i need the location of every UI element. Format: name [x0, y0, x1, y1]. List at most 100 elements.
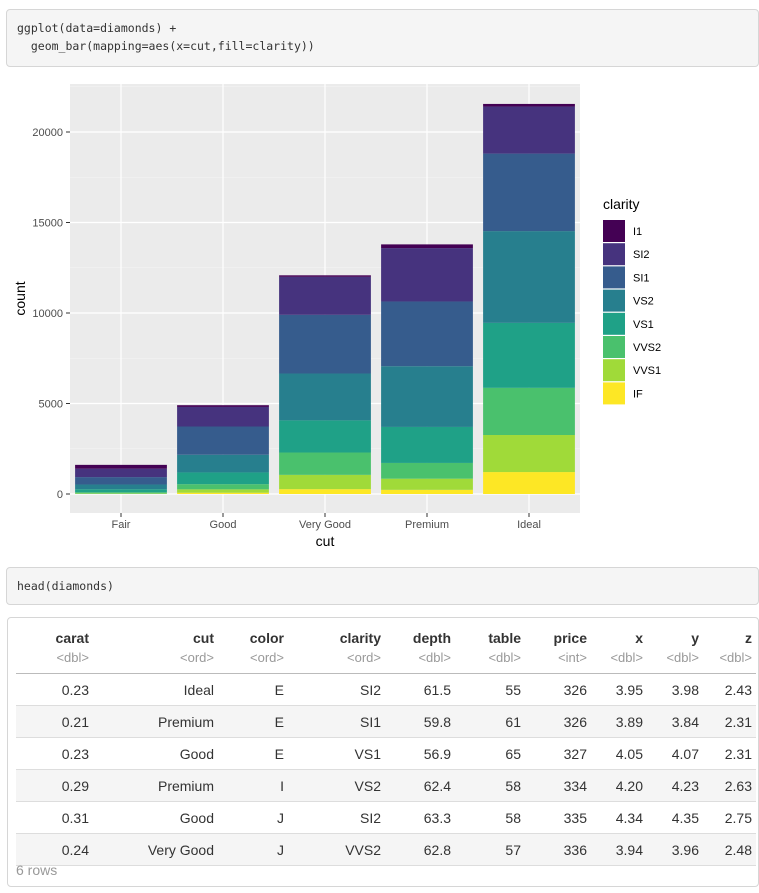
table-cell-price: 327: [521, 737, 587, 770]
table-cell-cut: Good: [89, 737, 214, 770]
column-header-color[interactable]: color: [249, 630, 284, 646]
code-line: geom_bar(mapping=aes(x=cut,fill=clarity)…: [17, 39, 315, 53]
bar-segment-i1: [75, 464, 167, 469]
data-frame-output: carat cut color clarity depth table price x y z <…: [7, 617, 759, 887]
column-type-x: <dbl>: [587, 646, 643, 674]
table-cell-color: J: [214, 801, 284, 834]
bar-chart-output: 0 5000 10000 15000 20000 Fair Good Very Good Pre…: [0, 75, 759, 555]
column-header-x[interactable]: x: [635, 630, 643, 646]
table-cell-price: 326: [521, 705, 587, 738]
table-cell-depth: 59.8: [381, 705, 451, 738]
table-cell-z: 2.48: [699, 833, 756, 866]
table-cell-table: 58: [451, 801, 521, 834]
bar-segment-si1: [75, 477, 167, 485]
table-cell-depth: 62.4: [381, 769, 451, 802]
bar-segment-si1: [381, 301, 473, 367]
bar-segment-si2: [381, 248, 473, 302]
column-header-carat[interactable]: carat: [55, 630, 89, 646]
code-line: ggplot(data=diamonds) +: [17, 21, 177, 35]
x-axis-title: cut: [316, 533, 335, 549]
table-row: 0.24 Very Good J VVS2 62.8 57 336 3.94 3.96 2.48: [16, 833, 756, 866]
table-cell-price: 335: [521, 801, 587, 834]
x-tick-label: Premium: [405, 519, 449, 531]
bar-segment-si2: [483, 106, 575, 154]
bar-segment-vvs2: [381, 462, 473, 479]
table-cell-color: I: [214, 769, 284, 802]
table-cell-cut: Good: [89, 801, 214, 834]
table-cell-z: 2.63: [699, 769, 756, 802]
bar-segment-vvs2: [75, 492, 167, 494]
legend-key-vvs1: [603, 359, 625, 382]
table-cell-clarity: VVS2: [284, 833, 381, 866]
bar-segment-vs2: [483, 231, 575, 323]
code-chunk-ggplot[interactable]: ggplot(data=diamonds) + geom_bar(mapping…: [6, 9, 759, 67]
table-cell-color: E: [214, 673, 284, 706]
y-tick-label: 20000: [32, 127, 63, 139]
table-cell-y: 4.35: [643, 801, 699, 834]
column-type-clarity: <ord>: [284, 646, 381, 674]
table-cell-carat: 0.31: [16, 801, 89, 834]
legend-key-if: [603, 382, 625, 405]
table-row: 0.23 Ideal E SI2 61.5 55 326 3.95 3.98 2.43: [16, 673, 756, 706]
table-cell-table: 57: [451, 833, 521, 866]
table-cell-depth: 62.8: [381, 833, 451, 866]
y-tick-label: 10000: [32, 308, 63, 320]
column-header-z[interactable]: z: [745, 630, 752, 646]
column-type-row: <dbl> <ord> <ord> <ord> <dbl> <dbl> <int> <dbl>…: [16, 646, 756, 674]
bar-segment-vs2: [381, 366, 473, 427]
column-header-cut[interactable]: cut: [193, 630, 214, 646]
x-tick-label: Ideal: [517, 519, 541, 531]
bar-segment-vvs2: [483, 387, 575, 436]
column-type-price: <int>: [521, 646, 587, 674]
table-cell-z: 2.31: [699, 705, 756, 738]
bar-segment-vs1: [75, 489, 167, 493]
legend-label-si1: SI1: [633, 272, 650, 284]
legend-label-vs1: VS1: [633, 319, 654, 331]
table-cell-y: 3.96: [643, 833, 699, 866]
column-type-y: <dbl>: [643, 646, 699, 674]
table-cell-color: E: [214, 705, 284, 738]
legend-key-si1: [603, 266, 625, 289]
table-cell-depth: 63.3: [381, 801, 451, 834]
column-type-carat: <dbl>: [16, 646, 89, 674]
bar-segment-i1: [279, 275, 371, 277]
column-header-clarity[interactable]: clarity: [339, 630, 381, 646]
bar-segment-si1: [483, 153, 575, 232]
table-cell-table: 61: [451, 705, 521, 738]
y-tick-label: 5000: [39, 399, 63, 411]
bar-segment-si2: [177, 406, 269, 427]
table-cell-x: 3.95: [587, 673, 643, 706]
bar-segment-vvs2: [279, 452, 371, 475]
bar-segment-i1: [381, 244, 473, 249]
column-type-depth: <dbl>: [381, 646, 451, 674]
table-cell-carat: 0.29: [16, 769, 89, 802]
column-header-price[interactable]: price: [553, 630, 587, 646]
table-cell-depth: 56.9: [381, 737, 451, 770]
column-header-depth[interactable]: depth: [412, 630, 451, 646]
table-cell-x: 4.20: [587, 769, 643, 802]
column-header-y[interactable]: y: [691, 630, 699, 646]
data-frame-table: carat cut color clarity depth table price x y z <…: [16, 618, 756, 866]
table-cell-carat: 0.23: [16, 673, 89, 706]
table-cell-clarity: SI2: [284, 673, 381, 706]
table-cell-carat: 0.23: [16, 737, 89, 770]
code-chunk-head[interactable]: head(diamonds): [6, 567, 759, 605]
row-count-label: 6 rows: [16, 862, 58, 878]
bar-segment-vs2: [75, 484, 167, 490]
legend-title: clarity: [603, 196, 640, 212]
table-cell-price: 326: [521, 673, 587, 706]
bar-segment-if: [177, 492, 269, 494]
bar-segment-vvs1: [177, 489, 269, 493]
table-cell-y: 4.23: [643, 769, 699, 802]
table-cell-y: 4.07: [643, 737, 699, 770]
column-header-table[interactable]: table: [488, 630, 521, 646]
table-cell-clarity: SI1: [284, 705, 381, 738]
legend-label-vvs1: VVS1: [633, 365, 661, 377]
bar-segment-vvs1: [279, 474, 371, 490]
table-cell-color: J: [214, 833, 284, 866]
bar-segment-vs2: [177, 454, 269, 473]
bar-segment-vs1: [279, 420, 371, 453]
table-cell-y: 3.84: [643, 705, 699, 738]
bar-segment-vvs2: [177, 484, 269, 490]
bar-segment-si2: [75, 468, 167, 478]
